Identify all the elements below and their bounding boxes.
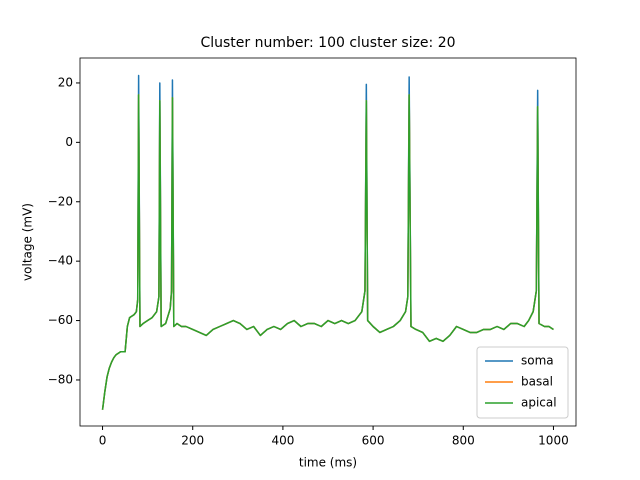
- y-tick-label: 0: [65, 135, 73, 149]
- x-tick-label: 600: [362, 434, 385, 448]
- legend-label: basal: [521, 375, 553, 389]
- plot-frame: [79, 57, 577, 427]
- y-tick-label: −80: [48, 372, 73, 386]
- y-axis-label: voltage (mV): [21, 203, 35, 281]
- x-tick-label: 0: [99, 434, 107, 448]
- legend-label: apical: [521, 396, 557, 410]
- x-tick-label: 1000: [538, 434, 569, 448]
- y-tick-label: −40: [48, 254, 73, 268]
- y-tick-label: −20: [48, 194, 73, 208]
- x-tick-label: 800: [452, 434, 475, 448]
- x-tick-label: 400: [271, 434, 294, 448]
- legend-box: [476, 346, 569, 419]
- y-tick-label: −60: [48, 313, 73, 327]
- x-tick-label: 200: [181, 434, 204, 448]
- legend-label: soma: [521, 354, 554, 368]
- x-axis-label: time (ms): [299, 456, 357, 470]
- data-line: [101, 94, 554, 410]
- chart-title: Cluster number: 100 cluster size: 20: [200, 35, 455, 51]
- y-tick-label: 20: [58, 75, 73, 89]
